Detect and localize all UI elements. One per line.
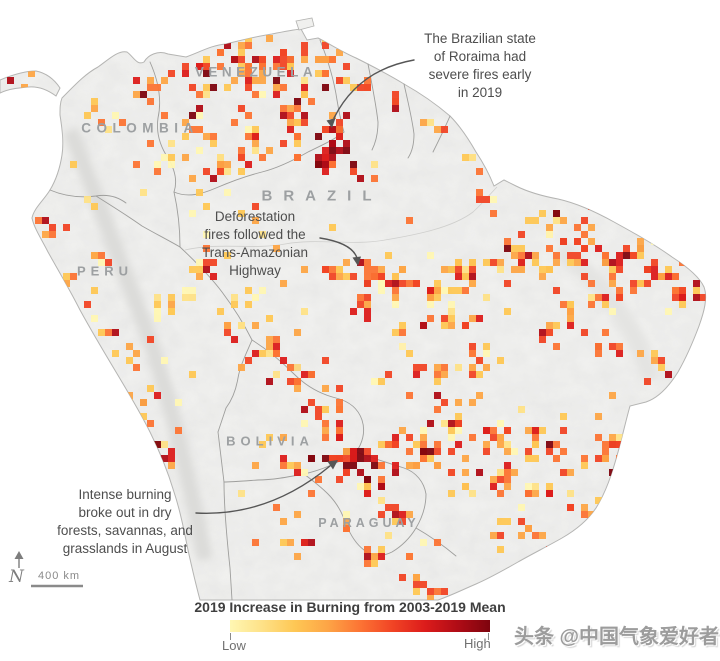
legend-tick-high — [488, 633, 489, 640]
legend-high-label: High — [464, 636, 491, 651]
country-label-colombia: COLOMBIA — [81, 120, 199, 136]
legend-low-label: Low — [222, 638, 246, 653]
country-label-paraguay: PARAGUAY — [318, 516, 420, 530]
watermark-text: 头条 @中国气象爱好者 — [514, 626, 720, 648]
annotation-line: Highway — [229, 263, 281, 278]
country-label-bolivia: BOLIVIA — [226, 433, 314, 449]
legend-tick-low — [230, 633, 231, 640]
annotation-leader-lines — [195, 59, 415, 514]
compass-north-label: N — [9, 567, 24, 587]
fire-cells-layer — [0, 29, 706, 600]
country-label-peru: PERU — [76, 263, 134, 279]
annotation-line: The Brazilian state — [424, 31, 536, 46]
annotation-line: Intense burning — [78, 487, 172, 502]
annotation-line: grasslands in August — [62, 541, 188, 556]
scale-bar-label: 400 km — [38, 570, 81, 582]
annotation-line: forests, savannas, and — [57, 523, 193, 538]
annotation-line: broke out in dry — [78, 505, 172, 520]
annotation-line: of Roraima had — [433, 49, 527, 64]
amazon-river — [184, 186, 498, 251]
annotation-trans-amazonian: Deforestation fires followed the Trans-A… — [202, 208, 308, 280]
annotation-line: in 2019 — [457, 85, 503, 100]
compass-arrow-icon — [14, 551, 24, 568]
annotation-line: Deforestation — [214, 209, 296, 224]
annotation-line: severe fires early — [428, 67, 532, 82]
annotation-line: Trans-Amazonian — [201, 245, 309, 260]
annotation-line: fires followed the — [204, 227, 306, 242]
legend-title: 2019 Increase in Burning from 2003-2019 … — [194, 599, 506, 615]
annotation-intense-burning: Intense burning broke out in dry forests… — [57, 486, 193, 558]
legend-gradient-bar — [230, 620, 490, 632]
country-label-venezuela: VENEZUELA — [194, 64, 318, 80]
country-label-brazil: BRAZIL — [261, 187, 383, 205]
annotation-roraima: The Brazilian state of Roraima had sever… — [424, 30, 536, 102]
